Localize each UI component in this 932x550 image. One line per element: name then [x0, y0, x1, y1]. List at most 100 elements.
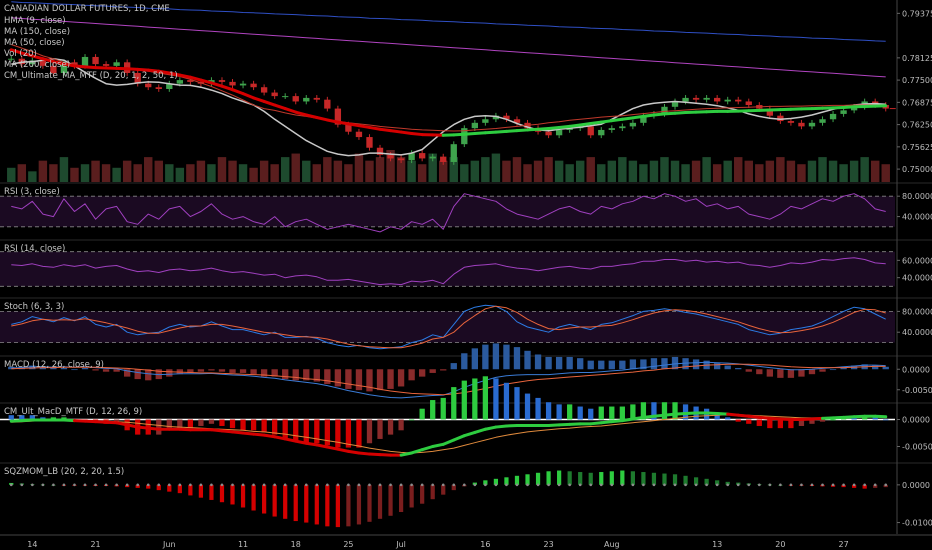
- ultmacd-histogram-bar: [461, 380, 467, 420]
- ult-ma-segment: [262, 99, 277, 107]
- sqz-zero-dot: [231, 483, 234, 487]
- candle-body: [745, 101, 752, 106]
- ultmacd-histogram-bar: [219, 419, 225, 426]
- ult-ma-segment: [494, 129, 508, 134]
- ultmacd-histogram-bar: [493, 378, 499, 420]
- ult-ma-segment: [336, 120, 350, 126]
- ultmacd-histogram-bar: [314, 419, 320, 444]
- volume-bar: [449, 157, 458, 182]
- sqz-momentum-bar: [683, 475, 688, 485]
- volume-bar: [59, 157, 69, 182]
- sqz-zero-dot: [399, 483, 403, 487]
- macd-signal-line: [11, 363, 886, 396]
- rsi14-tick-label: 40.0000: [902, 274, 932, 283]
- candle-body: [608, 128, 615, 130]
- macd-histogram-bar: [81, 368, 89, 370]
- ultmacd-line-segment: [399, 451, 414, 457]
- volume-bar: [502, 160, 511, 182]
- ultmacd-line-segment: [494, 424, 508, 429]
- candle-body: [39, 60, 47, 66]
- sqz-momentum-bar: [873, 484, 878, 488]
- sqz-momentum-bar: [641, 472, 646, 485]
- ult-ma-segment: [652, 112, 666, 117]
- ult-ma-segment: [315, 115, 329, 122]
- sqz-momentum-bar: [514, 475, 520, 485]
- sqz-zero-dot: [515, 483, 519, 487]
- sqz-momentum-bar: [356, 484, 362, 525]
- ult-ma-segment: [294, 110, 308, 117]
- sqz-zero-dot: [463, 483, 466, 487]
- ultmacd-histogram-bar: [387, 419, 394, 435]
- macd-histogram-bar: [166, 369, 173, 377]
- time-tick-label: 13: [712, 540, 722, 549]
- macd-histogram-bar: [640, 359, 647, 370]
- volume-bar: [228, 160, 237, 182]
- ultmacd-line-segment: [652, 413, 666, 418]
- macd-histogram-bar: [113, 369, 120, 372]
- ultmacd-line-segment: [325, 445, 340, 451]
- sqz-zero-dot: [20, 483, 24, 487]
- sqz-zero-dot: [336, 483, 340, 487]
- sqz-zero-dot: [178, 483, 182, 487]
- macd-histogram-bar: [587, 360, 594, 370]
- ultmacd-histogram-bar: [377, 419, 383, 439]
- sqz-momentum-bar: [599, 472, 604, 485]
- volume-bar: [649, 160, 659, 182]
- sqz-momentum-bar: [198, 484, 204, 498]
- sqz-zero-dot: [842, 483, 845, 487]
- volume-bar: [91, 160, 100, 182]
- sqz-zero-dot: [9, 483, 13, 487]
- ultmacd-line-segment: [346, 449, 361, 455]
- ult-ma-segment: [452, 132, 466, 137]
- volume-bar: [101, 164, 111, 182]
- macd-histogram-bar: [619, 360, 626, 370]
- macd-histogram-bar: [408, 369, 415, 381]
- ultmacd-histogram-bar: [503, 382, 510, 420]
- ultmacd-line-segment: [146, 426, 161, 431]
- sqz-zero-dot: [441, 483, 445, 487]
- volume-bar: [849, 160, 859, 182]
- macd-histogram-bar: [513, 347, 521, 370]
- stoch-tick-label: 40.0000: [902, 328, 932, 337]
- sqz-momentum-bar: [146, 484, 151, 489]
- volume-bar: [323, 157, 332, 182]
- sqz-momentum-bar: [525, 474, 530, 485]
- candle-body: [271, 92, 278, 97]
- candle-body: [8, 58, 15, 60]
- volume-bar: [481, 157, 490, 182]
- sqz-momentum-bar: [557, 470, 562, 485]
- sqz-zero-dot: [852, 483, 856, 487]
- volume-bar: [881, 164, 890, 182]
- ultmacd-histogram-bar: [472, 378, 478, 420]
- candle-body: [492, 115, 500, 120]
- macd-histogram-bar: [524, 350, 531, 370]
- volume-bar: [112, 167, 121, 182]
- ultmacd-line-segment: [821, 416, 835, 420]
- sqz-momentum-bar: [420, 484, 425, 504]
- stoch-tick-label: 80.0000: [902, 307, 932, 316]
- sqz-momentum-bar: [240, 484, 246, 508]
- candle-body: [587, 126, 594, 136]
- ultmacd-line-segment: [610, 419, 624, 424]
- sqz-zero-dot: [578, 483, 582, 487]
- macd-histogram-bar: [608, 360, 615, 370]
- ultmacd-histogram-bar: [303, 419, 309, 444]
- volume-bar: [712, 164, 722, 182]
- volume-bar: [122, 160, 132, 182]
- volume-bar: [70, 167, 79, 182]
- volume-bar: [196, 160, 206, 182]
- sqz-momentum-bar: [588, 472, 593, 485]
- sqz-momentum-bar: [693, 477, 699, 485]
- ult-ma-segment: [410, 132, 424, 137]
- ultmacd-histogram-bar: [408, 419, 415, 421]
- macd-histogram-bar: [714, 363, 721, 370]
- rsi3-tick-label: 40.0000: [902, 213, 932, 222]
- sqz-momentum-bar: [304, 484, 309, 523]
- volume-bar: [702, 157, 711, 182]
- ultmacd-histogram-bar: [240, 419, 246, 431]
- ultmacd-histogram-bar: [714, 413, 720, 420]
- ultmacd-line-segment: [589, 421, 603, 426]
- volume-bar: [460, 164, 469, 182]
- sqz-zero-dot: [873, 483, 877, 487]
- candle-body: [629, 122, 637, 127]
